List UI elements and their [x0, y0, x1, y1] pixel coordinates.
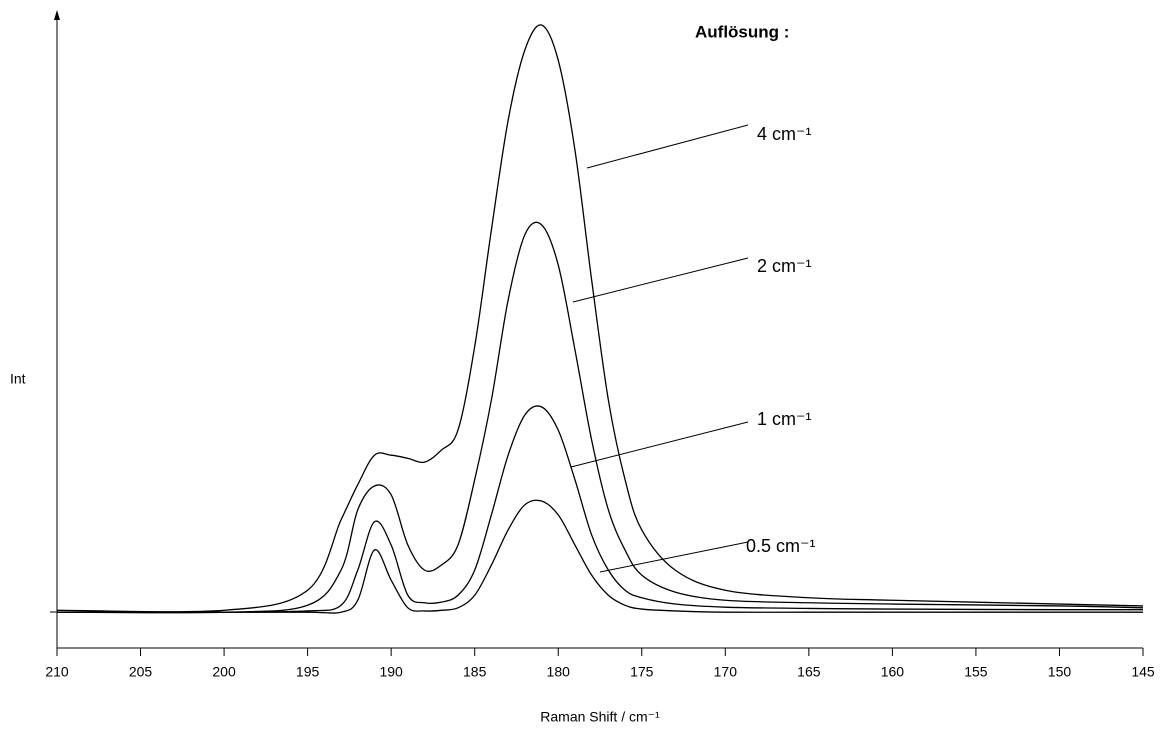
series-label: 2 cm⁻¹ — [757, 256, 812, 276]
x-tick-label: 210 — [45, 664, 69, 680]
x-tick-label: 185 — [463, 664, 487, 680]
line-series — [57, 499, 1143, 614]
line-series — [56, 221, 1144, 614]
y-axis-label: Int — [10, 371, 26, 387]
x-tick-label: 190 — [379, 664, 403, 680]
leader-line — [586, 124, 749, 169]
line-series — [56, 405, 1144, 613]
line-series — [56, 24, 1144, 613]
series-label: 0.5 cm⁻¹ — [746, 536, 816, 556]
annotation-title: Auflösung : — [695, 22, 789, 41]
leader-line — [572, 257, 749, 303]
x-tick-label: 145 — [1131, 664, 1155, 680]
leader-line — [599, 541, 749, 573]
series-label: 1 cm⁻¹ — [757, 409, 812, 429]
leader-line — [570, 421, 749, 468]
x-tick-label: 175 — [630, 664, 654, 680]
x-tick-label: 160 — [881, 664, 905, 680]
x-tick-label: 195 — [296, 664, 320, 680]
x-tick-label: 180 — [547, 664, 571, 680]
x-tick-label: 165 — [797, 664, 821, 680]
x-tick-label: 150 — [1048, 664, 1072, 680]
x-tick-label: 200 — [212, 664, 236, 680]
y-axis-arrow — [54, 10, 60, 20]
series-label: 4 cm⁻¹ — [757, 124, 812, 144]
x-tick-label: 155 — [964, 664, 988, 680]
x-tick-label: 170 — [714, 664, 738, 680]
x-axis-label: Raman Shift / cm⁻¹ — [540, 709, 660, 725]
x-tick-label: 205 — [129, 664, 153, 680]
